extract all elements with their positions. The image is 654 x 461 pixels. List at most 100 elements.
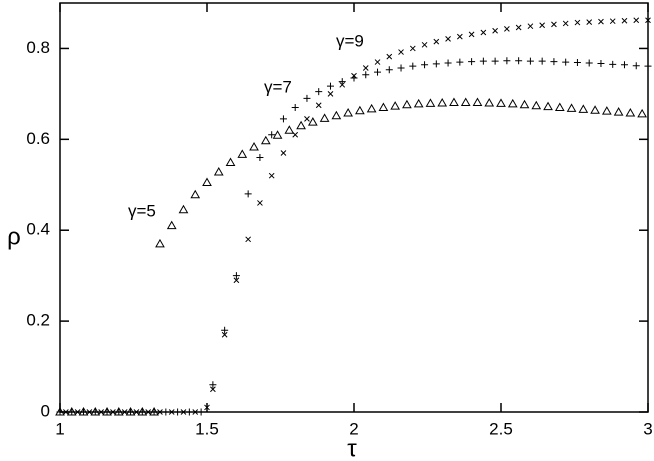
y-axis-label: ρ [7,223,21,250]
data-point [326,82,334,90]
data-point [110,409,116,415]
data-point [355,105,365,115]
data-point [437,97,448,107]
data-point [526,57,534,65]
data-point [209,381,217,389]
data-point [456,58,464,66]
data-point [585,59,593,67]
data-point [484,97,495,107]
data-point [402,99,412,109]
data-point [515,24,522,31]
data-point [421,41,428,48]
data-point [601,106,612,115]
data-point [98,409,105,415]
data-point [190,189,201,199]
data-point [421,61,429,69]
data-point [554,102,565,112]
data-point [468,31,475,38]
data-point [432,60,440,68]
data-point [121,409,128,415]
data-point [515,57,523,65]
data-point [307,117,318,126]
data-point [409,62,417,70]
data-point [155,238,165,248]
data-point [174,408,182,416]
data-point [185,408,193,416]
data-point [445,36,451,42]
data-point [598,18,604,25]
data-point [543,101,553,111]
data-point [538,57,546,65]
data-point [562,20,569,27]
data-point [268,172,275,179]
series-annotation: γ=9 [336,31,364,50]
data-point [527,23,534,30]
data-point [531,100,542,110]
data-point [315,102,322,109]
data-point [362,71,370,79]
data-point [613,107,624,116]
data-point [645,17,651,24]
data-point [413,98,424,108]
data-point [492,27,498,34]
data-point [68,408,76,416]
data-point [339,81,346,88]
data-point [197,408,205,416]
data-point [362,65,369,71]
data-point [519,99,530,109]
data-point [644,62,652,70]
x-axis-label: τ [347,435,357,461]
data-point [343,107,353,117]
data-point [150,408,158,416]
data-point [609,18,616,25]
data-point [225,157,236,167]
data-point [503,57,511,65]
data-point [550,58,558,66]
data-point [315,88,323,96]
data-point [397,64,405,72]
y-tick-label: 0.2 [26,311,50,330]
data-point [256,154,264,162]
data-point [479,57,487,65]
data-point [390,101,401,110]
data-point [507,98,518,108]
data-point [366,103,377,113]
y-tick-label: 0.8 [26,38,50,57]
data-point [385,66,393,74]
data-point [63,409,69,415]
data-point [374,68,382,76]
data-point [586,19,593,25]
data-point [304,116,310,122]
series-annotation: γ=5 [128,201,156,220]
data-point [244,190,252,198]
data-point [168,409,175,415]
data-point [496,98,506,107]
data-point [80,408,88,416]
data-point [433,38,440,45]
series-annotation: γ=7 [264,77,292,96]
data-point [260,135,271,145]
data-point [425,98,436,107]
data-point [86,409,93,415]
data-point [213,167,224,176]
y-tick-label: 0 [41,401,50,420]
data-point [268,131,276,139]
data-point [192,409,199,415]
data-point [327,91,334,97]
data-point [237,149,248,158]
data-point [398,49,404,55]
data-point [566,103,577,112]
data-point [449,97,459,107]
data-point [574,19,581,26]
x-tick-label: 2.5 [489,419,513,438]
x-tick-label: 1.5 [195,419,219,438]
data-point [180,409,187,415]
data-point [74,409,81,415]
data-point [245,236,252,243]
data-point [539,22,546,29]
data-point [138,408,146,416]
data-point [504,26,510,32]
data-point [272,130,283,139]
data-point [291,104,299,112]
